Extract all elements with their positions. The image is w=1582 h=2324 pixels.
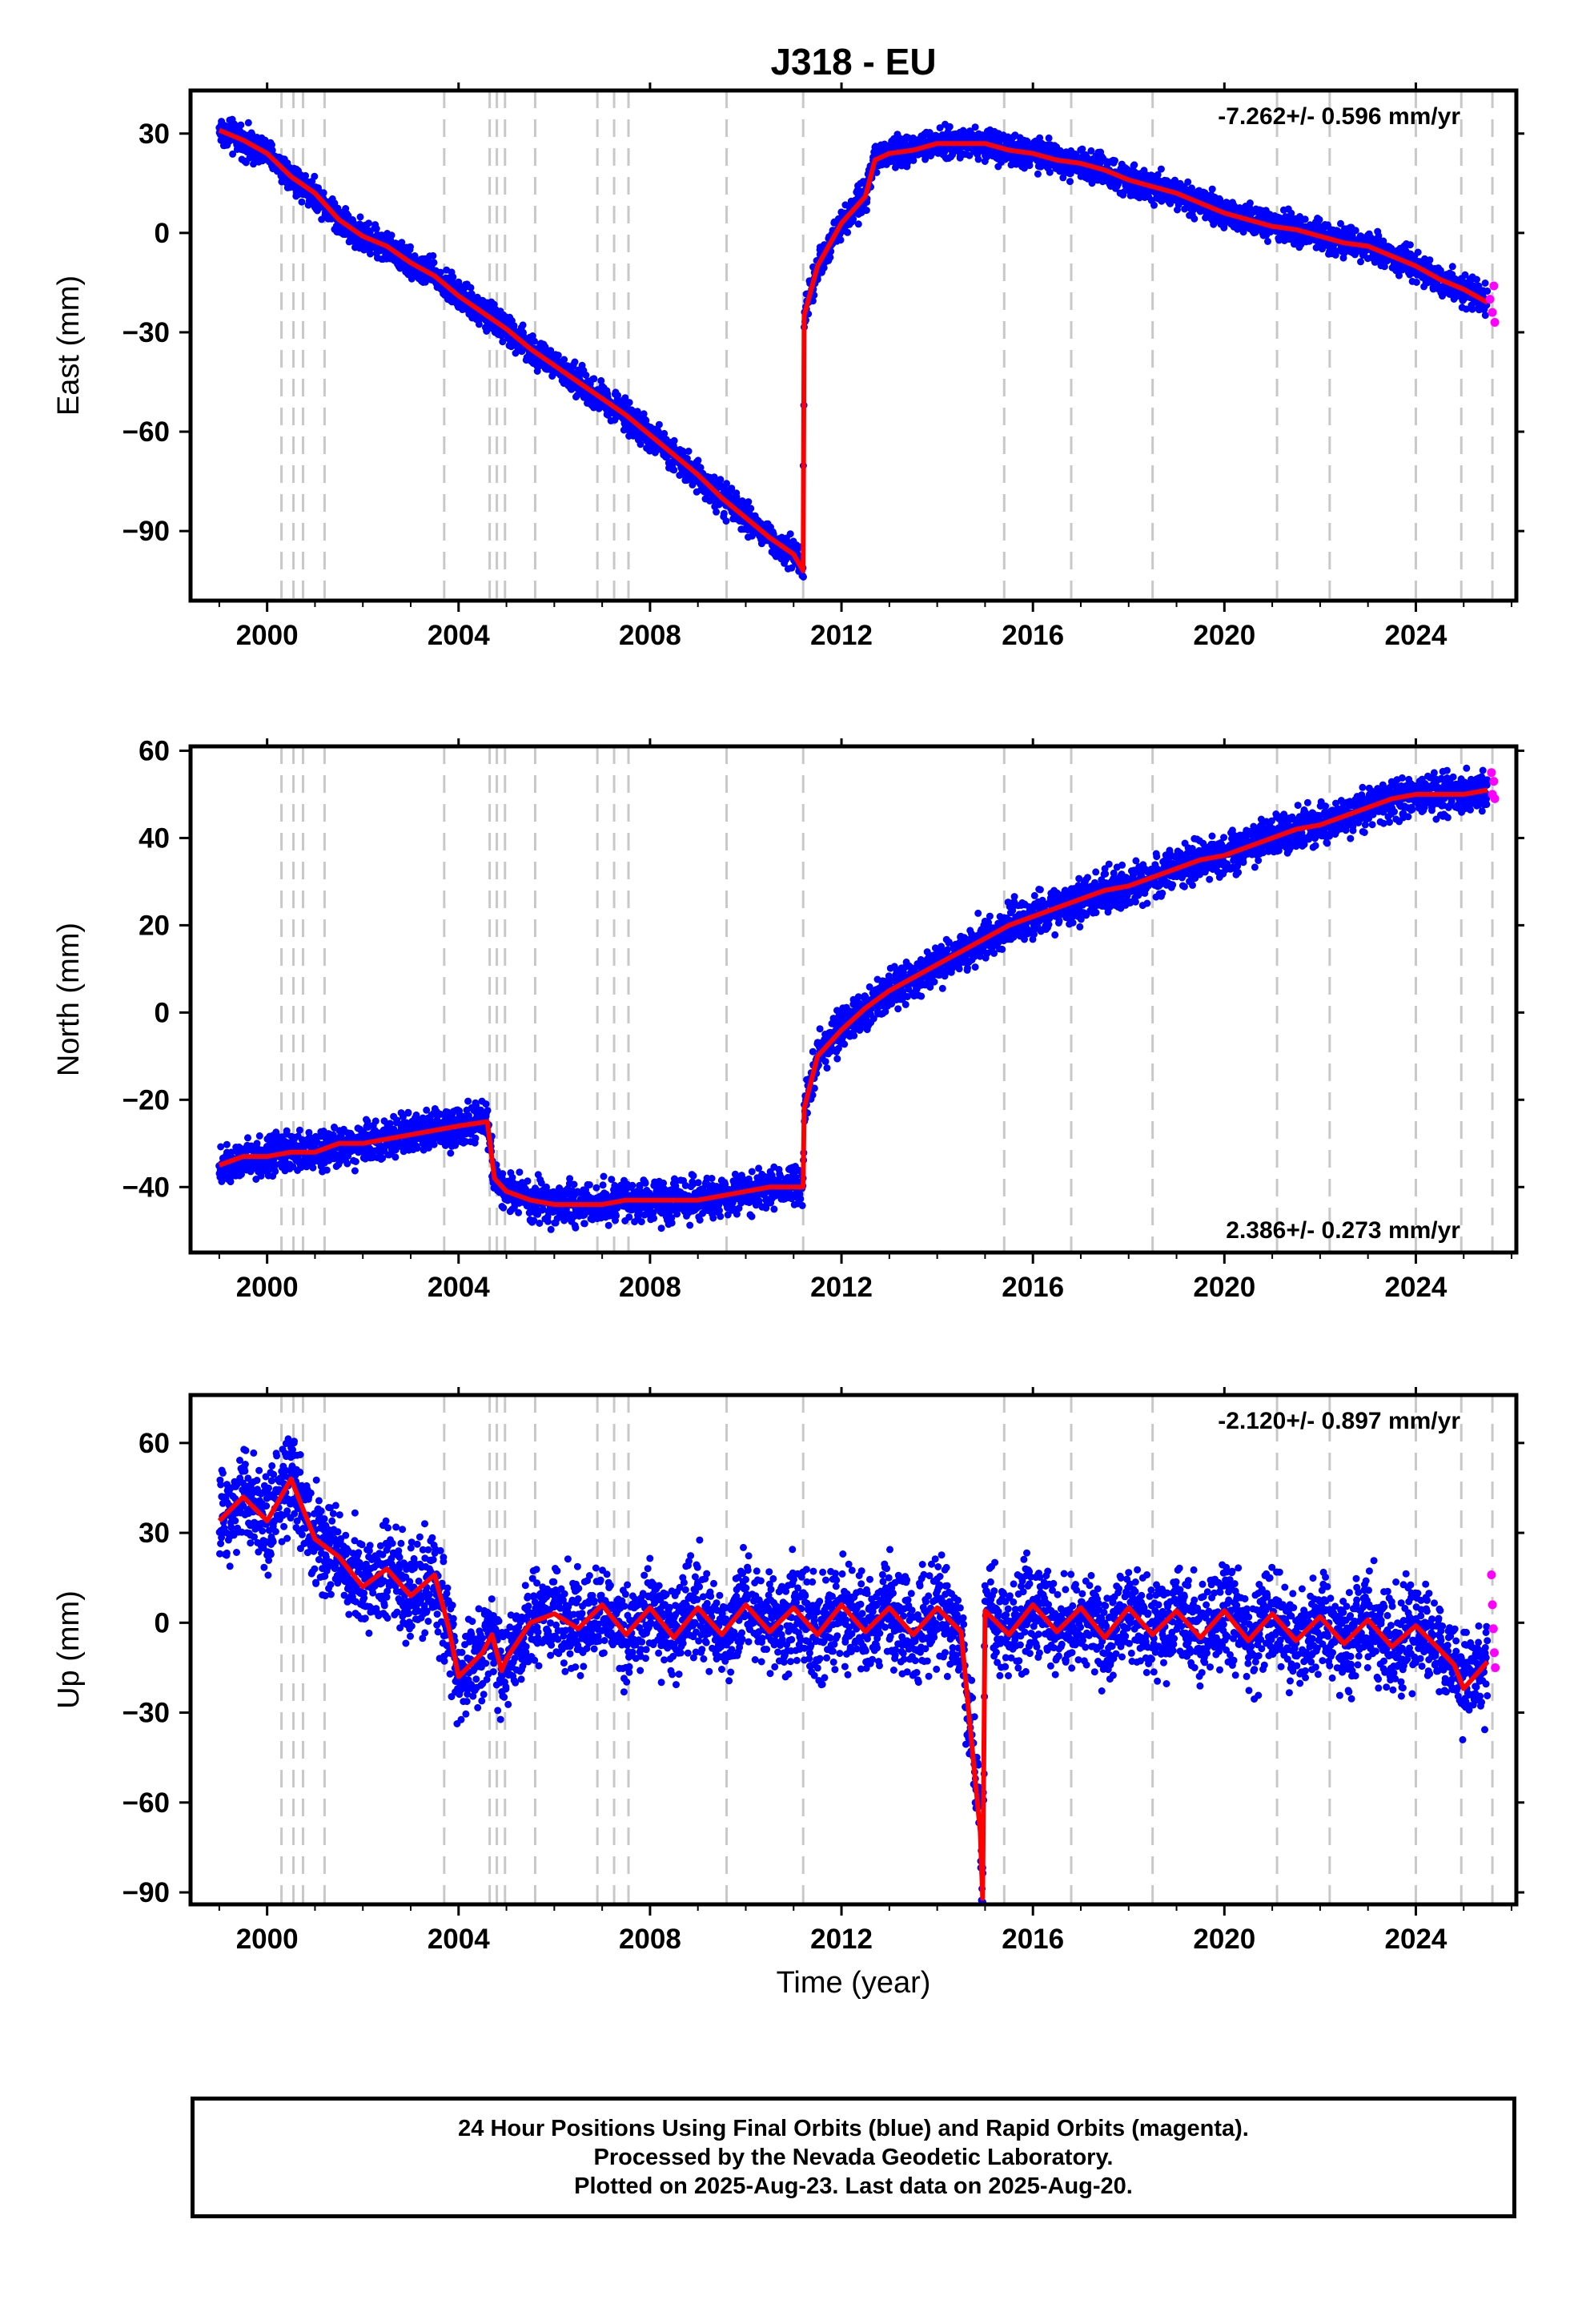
rapid-orbit-point: [1489, 281, 1499, 291]
y-axis-label-east: East (mm): [52, 275, 86, 416]
x-tick-label: 2000: [236, 620, 299, 651]
footer-line-1: 24 Hour Positions Using Final Orbits (bl…: [458, 2116, 1249, 2141]
rapid-orbit-point: [1488, 308, 1497, 317]
rapid-orbit-point: [1487, 768, 1496, 778]
rapid-orbit-point: [1485, 295, 1495, 304]
y-tick-label: −90: [122, 516, 170, 547]
y-tick-label: −60: [122, 1787, 170, 1819]
x-tick-label: 2020: [1193, 1924, 1255, 1955]
x-tick-label: 2004: [428, 620, 490, 651]
scatter-rapid-orbits-up: [1487, 1570, 1500, 1672]
scatter-final-orbits-up: [215, 1435, 1492, 1904]
rapid-orbit-point: [1488, 1600, 1497, 1610]
rapid-orbit-point: [1489, 777, 1499, 786]
y-axis-label-up: Up (mm): [52, 1590, 86, 1709]
rate-label-up: -2.120+/- 0.897 mm/yr: [1218, 1408, 1460, 1434]
x-tick-label: 2012: [810, 1272, 873, 1303]
panel-east: 2000 2004 2008 2012 2016 2020 2024 30 0 −30 −60 −90…: [52, 82, 1524, 651]
y-tick-label: −40: [122, 1172, 170, 1203]
scatter-rapid-orbits-north: [1487, 768, 1500, 803]
x-tick-label: 2008: [619, 620, 681, 651]
footer-line-3: Plotted on 2025-Aug-23. Last data on 202…: [574, 2173, 1133, 2199]
x-tick-label: 2016: [1002, 1272, 1064, 1303]
y-tick-label: 20: [139, 910, 170, 941]
gps-time-series-chart: J318 - EU 2000 2004 2008 2012 2016 2020 202430…: [52, 41, 1524, 2000]
x-tick-label: 2020: [1193, 620, 1255, 651]
rapid-orbit-point: [1487, 1570, 1496, 1579]
plot-frame-east: [188, 88, 1519, 603]
panel-north: 2000 2004 2008 2012 2016 2020 2024 60 40 20 0 −20 −4…: [52, 735, 1524, 1303]
rapid-orbit-point: [1489, 1648, 1499, 1658]
model-line-north: [218, 787, 1488, 1208]
scatter-rapid-orbits-east: [1485, 281, 1500, 328]
x-tick-label: 2024: [1385, 620, 1447, 651]
y-tick-label: 60: [139, 1428, 170, 1459]
y-tick-label: 30: [139, 119, 170, 150]
x-tick-label: 2016: [1002, 620, 1064, 651]
x-tick-label: 2000: [236, 1272, 299, 1303]
scatter-final-orbits-east: [215, 115, 1492, 581]
x-tick-label: 2008: [619, 1924, 681, 1955]
y-tick-label: −20: [122, 1084, 170, 1116]
model-line-up: [217, 1476, 1490, 1901]
x-tick-label: 2016: [1002, 1924, 1064, 1955]
footer-caption: 24 Hour Positions Using Final Orbits (bl…: [191, 2097, 1516, 2218]
plot-frame-north: [188, 744, 1519, 1255]
y-tick-label: 0: [155, 1607, 170, 1638]
x-tick-label: 2008: [619, 1272, 681, 1303]
x-tick-label: 2020: [1193, 1272, 1255, 1303]
x-tick-label: 2000: [236, 1924, 299, 1955]
x-tick-label: 2012: [810, 620, 873, 651]
rate-label-east: -7.262+/- 0.596 mm/yr: [1218, 103, 1460, 130]
model-line-east: [218, 127, 1489, 573]
footer-line-2: Processed by the Nevada Geodetic Laborat…: [593, 2145, 1114, 2170]
x-tick-label: 2004: [428, 1272, 490, 1303]
y-tick-label: 0: [155, 218, 170, 249]
rapid-orbit-point: [1490, 318, 1500, 328]
plot-frame-up: [188, 1393, 1519, 1907]
y-tick-label: −60: [122, 416, 170, 448]
final-orbit-points: [215, 115, 1492, 581]
x-axis-label: Time (year): [777, 1966, 931, 2000]
x-tick-label: 2024: [1385, 1924, 1447, 1955]
rapid-orbit-point: [1491, 1663, 1500, 1672]
x-tick-label: 2004: [428, 1924, 490, 1955]
y-tick-label: 60: [139, 735, 170, 766]
y-tick-label: 0: [155, 997, 170, 1028]
final-orbit-points: [215, 1435, 1492, 1904]
final-orbit-points: [215, 764, 1492, 1233]
chart-title: J318 - EU: [770, 41, 936, 82]
y-tick-label: 40: [139, 822, 170, 854]
x-tick-label: 2024: [1385, 1272, 1447, 1303]
y-tick-label: −30: [122, 1698, 170, 1729]
y-axis-label-north: North (mm): [52, 923, 86, 1076]
y-tick-label: −30: [122, 317, 170, 348]
y-tick-label: −90: [122, 1877, 170, 1908]
rate-label-north: 2.386+/- 0.273 mm/yr: [1226, 1217, 1460, 1244]
scatter-final-orbits-north: [215, 764, 1492, 1233]
rapid-orbit-point: [1488, 1624, 1498, 1634]
panel-up: 2000 2004 2008 2012 2016 2020 2024 60 30 0 −30 −60 −…: [52, 1387, 1524, 1955]
x-tick-label: 2012: [810, 1924, 873, 1955]
rapid-orbit-point: [1490, 794, 1500, 803]
y-tick-label: 30: [139, 1518, 170, 1549]
